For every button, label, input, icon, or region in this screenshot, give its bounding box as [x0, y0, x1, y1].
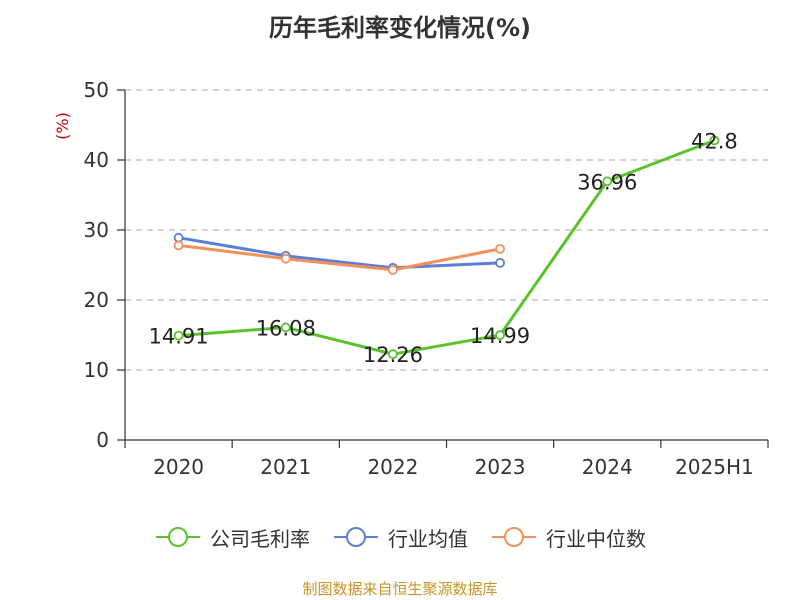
x-tick-label: 2021 — [260, 455, 311, 479]
data-point — [495, 243, 505, 254]
series-line — [178, 138, 715, 356]
x-tick-label: 2020 — [153, 455, 204, 479]
data-label: 12.26 — [363, 343, 423, 367]
legend-marker-icon — [156, 527, 200, 547]
data-point — [280, 253, 291, 264]
data-point — [602, 176, 613, 187]
data-point — [388, 349, 398, 360]
legend: 公司毛利率 行业均值 行业中位数 — [0, 520, 800, 554]
series-line — [178, 243, 501, 272]
x-tick-label: 2023 — [475, 455, 526, 479]
data-point — [495, 257, 505, 268]
data-labels: 14.91 16.08 12.26 14.99 36.96 42.8 — [149, 129, 738, 367]
legend-item[interactable]: 行业均值 — [332, 523, 468, 552]
legend-marker-icon — [334, 527, 378, 547]
legend-marker-icon — [492, 527, 536, 547]
y-tick-label: 50 — [84, 78, 109, 102]
data-label: 14.91 — [149, 325, 209, 349]
data-point — [709, 135, 720, 146]
y-tick-label: 10 — [84, 358, 109, 382]
data-point — [388, 264, 398, 275]
legend-item[interactable]: 行业中位数 — [490, 523, 646, 552]
axes: 0 10 20 30 40 50 2020 2021 2022 2023 2024 2025H1 — [84, 78, 769, 479]
series-line — [178, 236, 501, 270]
chart-title: 历年毛利率变化情况(%) — [269, 14, 531, 42]
data-label: 16.08 — [256, 316, 316, 340]
data-point — [173, 240, 184, 251]
data-label: 42.8 — [691, 129, 738, 153]
y-tick-label: 20 — [84, 288, 109, 312]
x-tick-label: 2024 — [582, 455, 633, 479]
legend-label: 行业均值 — [388, 526, 468, 551]
y-axis-label: (%) — [53, 112, 72, 140]
legend-label: 行业中位数 — [546, 526, 646, 551]
data-source-note: 制图数据来自恒生聚源数据库 — [302, 580, 498, 598]
data-point — [173, 330, 184, 341]
x-tick-label: 2025H1 — [675, 455, 754, 479]
data-label: 14.99 — [470, 324, 530, 348]
data-point — [495, 330, 505, 340]
legend-item[interactable]: 公司毛利率 — [154, 523, 310, 552]
x-tick-label: 2022 — [367, 455, 418, 479]
series-lines — [173, 135, 720, 360]
data-label: 36.96 — [577, 170, 637, 194]
grid — [125, 89, 768, 371]
data-point — [280, 322, 291, 333]
y-tick-label: 30 — [84, 218, 109, 242]
y-tick-label: 0 — [96, 428, 109, 452]
y-tick-label: 40 — [84, 148, 109, 172]
legend-label: 公司毛利率 — [210, 526, 310, 551]
